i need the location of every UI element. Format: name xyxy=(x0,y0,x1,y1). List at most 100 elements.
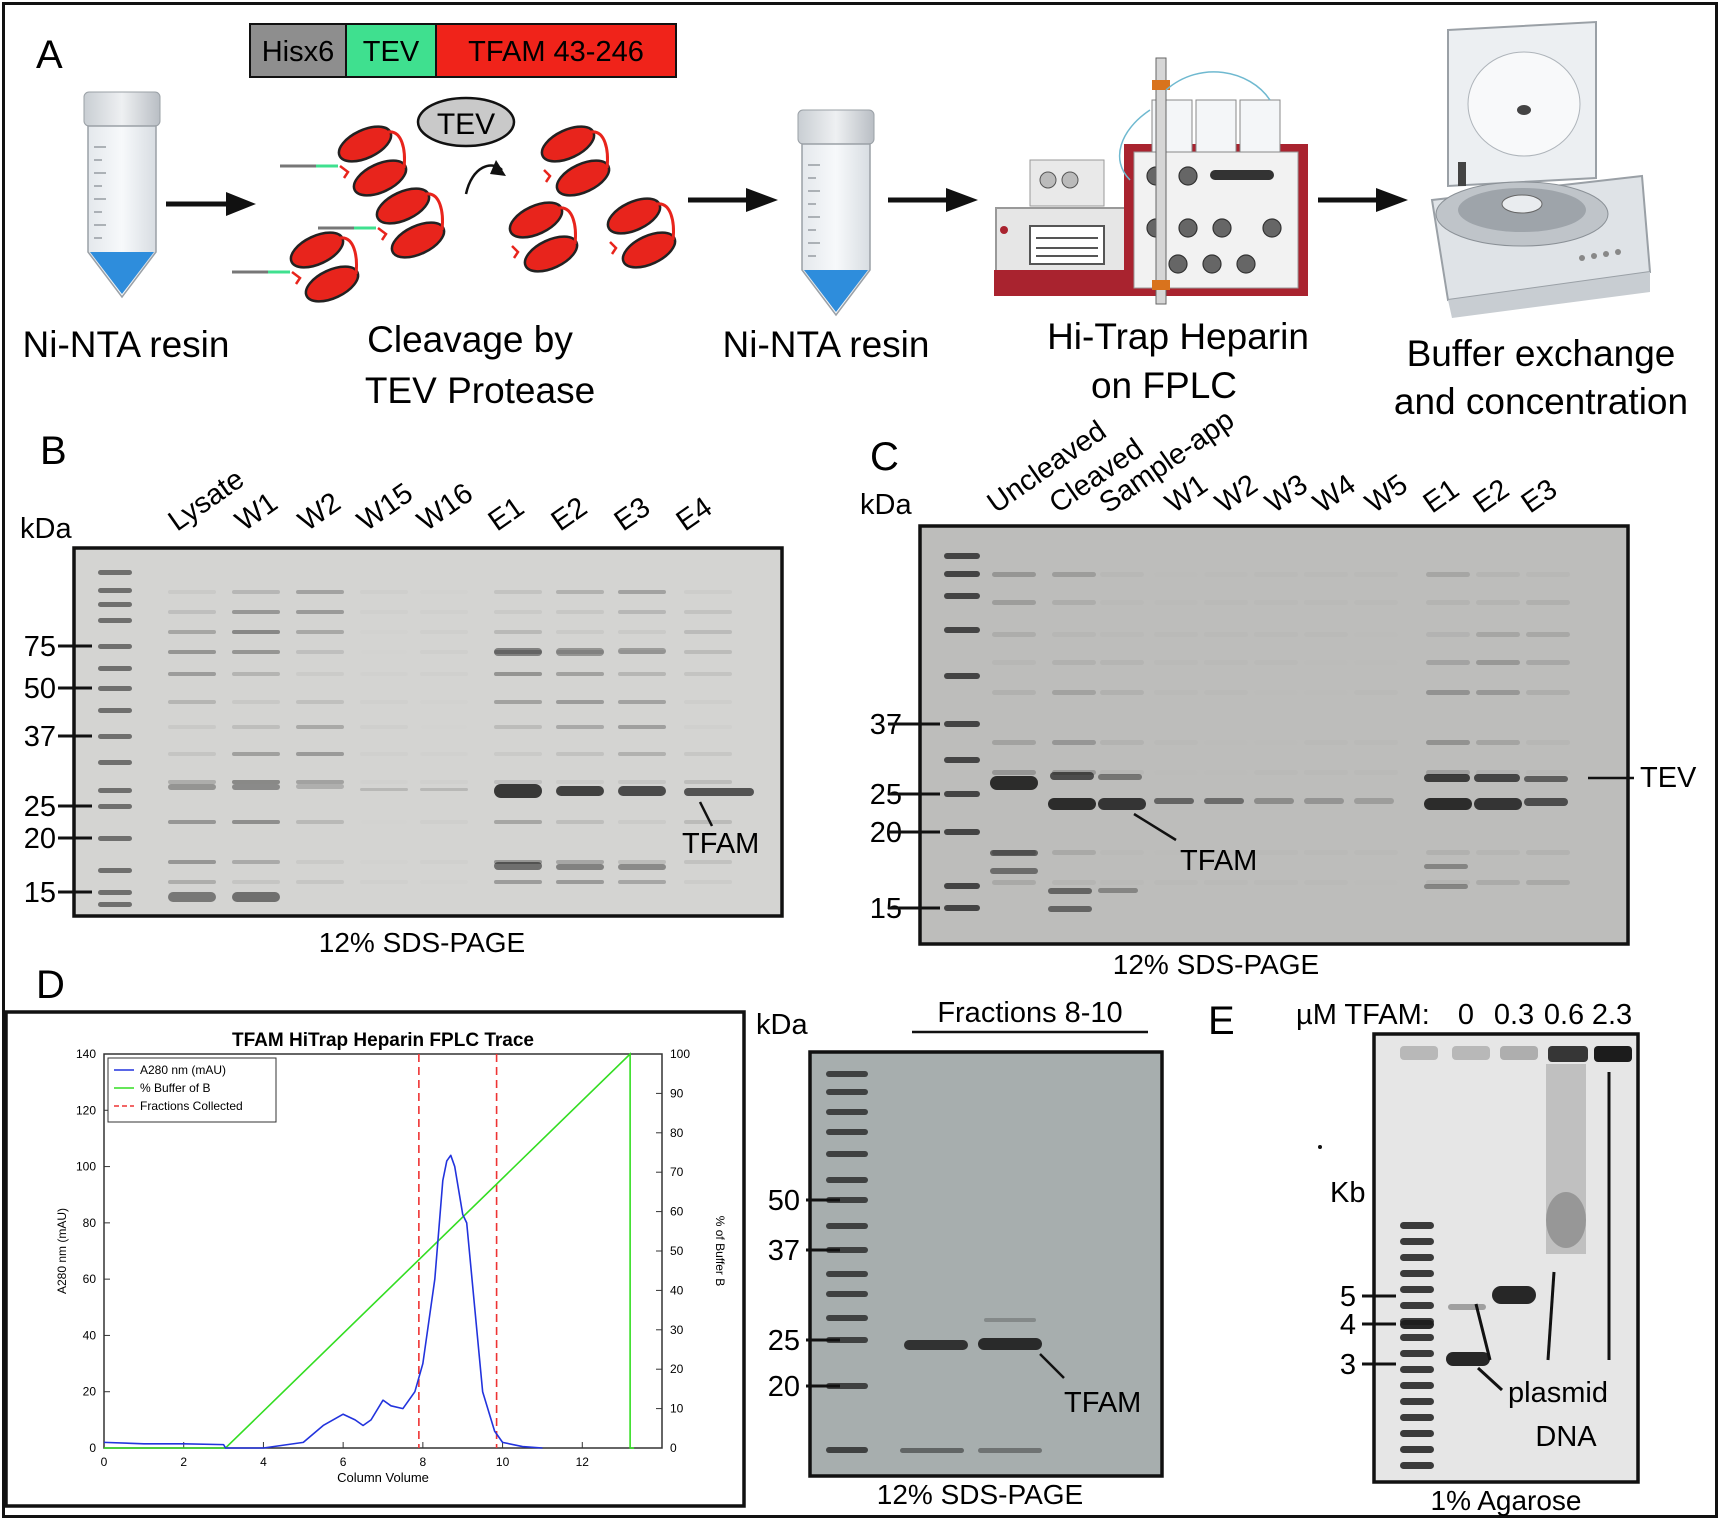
fplc-yright-tick-label: 30 xyxy=(670,1323,684,1337)
gel-b-marker-label: 75 xyxy=(24,631,56,663)
fplc-yleft-tick-label: 120 xyxy=(76,1103,96,1117)
gel-band xyxy=(618,648,666,654)
gel-b-marker-label: 20 xyxy=(24,823,56,855)
gel-b-lane-label: E3 xyxy=(609,491,656,538)
gel-smear-band xyxy=(296,725,344,729)
gel-b-lane-label: Lysate xyxy=(163,463,250,538)
gel-smear-band xyxy=(1426,660,1470,665)
ladder-band xyxy=(98,666,132,671)
gel-e-caption: 1% Agarose xyxy=(1431,1485,1582,1516)
gel-band xyxy=(1424,864,1468,869)
gel-smear-band xyxy=(1526,600,1570,605)
plasmid-band xyxy=(1492,1286,1536,1304)
gel-smear-band xyxy=(232,700,280,704)
tev-band xyxy=(1524,776,1568,782)
gel-band xyxy=(1048,888,1092,894)
gel-c-lane-label: E2 xyxy=(1468,473,1515,520)
gel-smear-band xyxy=(684,630,732,634)
gel-e-marker-label: 4 xyxy=(1340,1309,1356,1341)
gel-smear-band xyxy=(420,725,468,729)
gel-band xyxy=(494,648,542,656)
ladder-band xyxy=(1400,1414,1434,1421)
gel-smear-band xyxy=(360,860,408,864)
gel-smear-band xyxy=(360,630,408,634)
fplc-title: TFAM HiTrap Heparin FPLC Trace xyxy=(232,1030,534,1051)
gel-smear-band xyxy=(684,820,732,824)
ladder-band xyxy=(826,1109,868,1115)
gel-smear-band xyxy=(618,820,666,824)
ladder-band xyxy=(826,1129,868,1135)
ladder-band xyxy=(826,1315,868,1321)
construct-tev-label: TEV xyxy=(363,36,420,68)
fplc-yleft-tick-label: 20 xyxy=(83,1385,97,1399)
gel-band xyxy=(420,788,468,791)
ladder-band xyxy=(98,734,132,739)
gel-smear-band xyxy=(1304,632,1348,637)
gel-smear-band xyxy=(1204,880,1248,885)
gel-smear-band xyxy=(420,780,468,784)
gel-band xyxy=(618,864,666,870)
gel-c-lane-label: E3 xyxy=(1516,473,1563,520)
gel-smear-band xyxy=(1204,740,1248,745)
gel-smear-band xyxy=(1426,690,1470,695)
gel-smear-band xyxy=(1476,572,1520,577)
gel-smear-band xyxy=(232,752,280,756)
gel-b-marker-label: 37 xyxy=(24,721,56,753)
gel-smear-band xyxy=(360,650,408,654)
gel-smear-band xyxy=(1254,740,1298,745)
gel-smear-band xyxy=(1476,850,1520,855)
gel-smear-band xyxy=(296,880,344,884)
gel-c-tfam-label: TFAM xyxy=(1180,845,1257,877)
step5-label-line2: and concentration xyxy=(1394,381,1688,422)
gel-smear-band xyxy=(556,780,604,784)
construct-tfam-box xyxy=(435,23,677,78)
gel-c-tev-label: TEV xyxy=(1640,762,1697,794)
tfam-band xyxy=(1254,798,1294,804)
gel-smear-band xyxy=(618,650,666,654)
gel-smear-band xyxy=(296,820,344,824)
construct-diagram: Hisx6 TEV TFAM 43-246 xyxy=(249,23,677,78)
gel-b-marker-label: 15 xyxy=(24,877,56,909)
gel-smear-band xyxy=(1100,850,1144,855)
gel-smear-band xyxy=(1154,740,1198,745)
gel-e-well xyxy=(1400,1046,1438,1060)
tfam-band xyxy=(618,786,666,796)
gel-smear-band xyxy=(992,660,1036,665)
ladder-band xyxy=(1400,1238,1434,1245)
gel-c-lane-label: W5 xyxy=(1360,469,1414,520)
ladder-band xyxy=(944,791,980,797)
gel-smear-band xyxy=(420,860,468,864)
ladder-band xyxy=(1400,1366,1434,1373)
gel-smear-band xyxy=(1154,660,1198,665)
gel-smear-band xyxy=(494,725,542,729)
ladder-band xyxy=(944,627,980,633)
gel-smear-band xyxy=(1354,660,1398,665)
gel-smear-band xyxy=(232,860,280,864)
gel-smear-band xyxy=(1254,690,1298,695)
ladder-band xyxy=(826,1447,868,1453)
gel-smear-band xyxy=(1052,600,1096,605)
gel-smear-band xyxy=(494,630,542,634)
tfam-band xyxy=(494,784,542,798)
construct-tfam-label: TFAM 43-246 xyxy=(468,36,644,68)
gel-smear-band xyxy=(1204,600,1248,605)
ladder-band xyxy=(826,1151,868,1157)
ladder-band xyxy=(98,890,132,895)
ladder-band xyxy=(944,757,980,763)
gel-b-marker-label: 50 xyxy=(24,673,56,705)
gel-smear-band xyxy=(296,650,344,654)
gel-smear-band xyxy=(1204,632,1248,637)
gel-smear-band xyxy=(992,770,1036,775)
gel-smear-band xyxy=(1426,632,1470,637)
tfam-band xyxy=(1204,798,1244,804)
ladder-band xyxy=(1400,1286,1434,1293)
gel-smear-band xyxy=(1476,740,1520,745)
fplc-yright-tick-label: 50 xyxy=(670,1244,684,1258)
fplc-yleft-axis-label: A280 nm (mAU) xyxy=(55,1208,69,1294)
gel-b-lane-label: E1 xyxy=(483,491,530,538)
gel-d-marker-label: 25 xyxy=(768,1325,800,1357)
ladder-band xyxy=(1400,1334,1434,1341)
gel-smear-band xyxy=(618,725,666,729)
fplc-yright-tick-label: 80 xyxy=(670,1126,684,1140)
